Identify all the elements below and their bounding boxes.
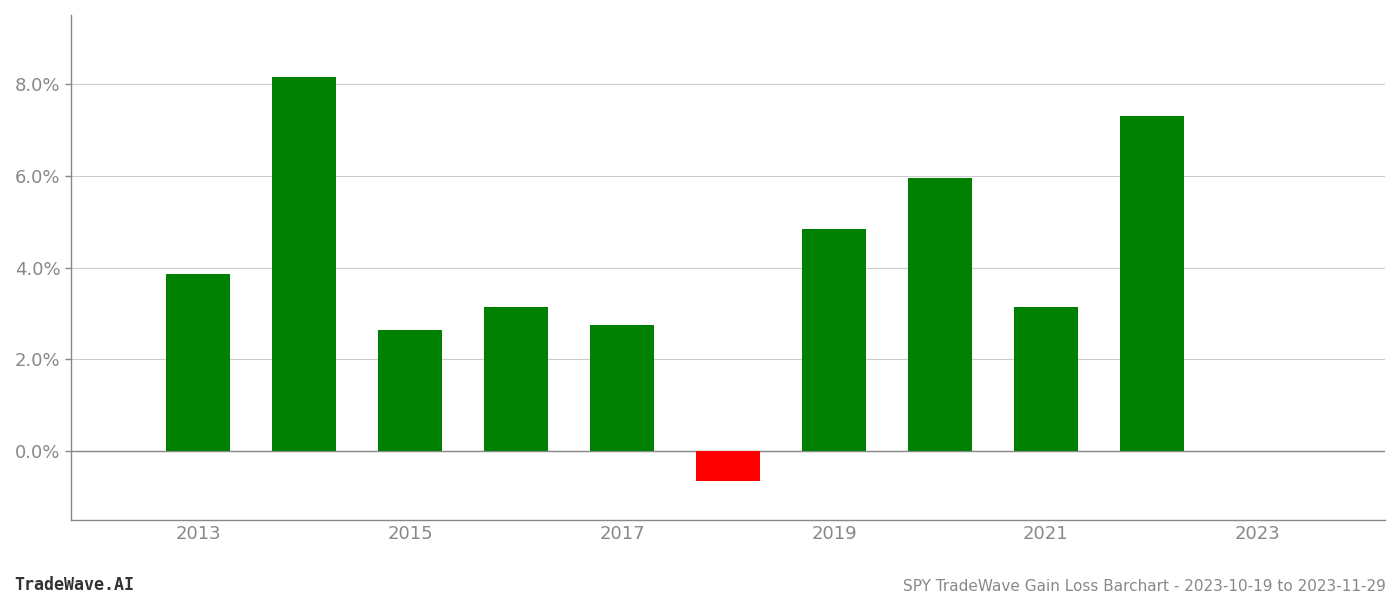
Bar bbox=[484, 307, 547, 451]
Bar bbox=[167, 274, 230, 451]
Text: TradeWave.AI: TradeWave.AI bbox=[14, 576, 134, 594]
Bar bbox=[378, 329, 442, 451]
Bar bbox=[802, 229, 865, 451]
Bar bbox=[1014, 307, 1078, 451]
Bar bbox=[591, 325, 654, 451]
Bar bbox=[696, 451, 760, 481]
Bar bbox=[909, 178, 972, 451]
Bar bbox=[1120, 116, 1183, 451]
Text: SPY TradeWave Gain Loss Barchart - 2023-10-19 to 2023-11-29: SPY TradeWave Gain Loss Barchart - 2023-… bbox=[903, 579, 1386, 594]
Bar bbox=[273, 77, 336, 451]
